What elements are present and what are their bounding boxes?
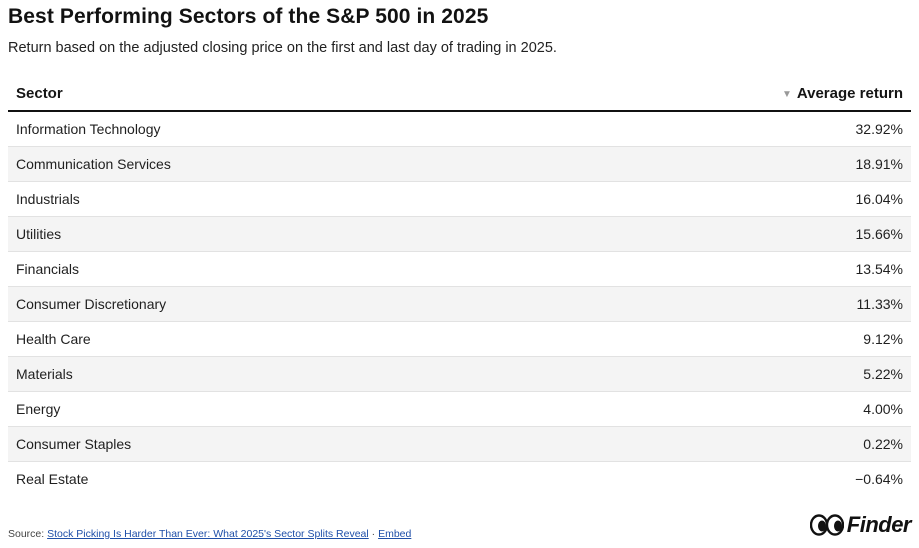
- table-row: Utilities 15.66%: [8, 216, 911, 252]
- sector-cell: Health Care: [8, 321, 460, 357]
- table-row: Information Technology 32.92%: [8, 111, 911, 147]
- average-return-cell: 32.92%: [459, 111, 911, 147]
- finder-logo-text: Finder: [846, 512, 912, 537]
- table-row: Health Care 9.12%: [8, 321, 911, 357]
- sector-cell: Industrials: [8, 181, 460, 217]
- sector-cell: Consumer Discretionary: [8, 286, 460, 322]
- sector-cell: Materials: [8, 356, 460, 392]
- average-return-cell: 9.12%: [459, 321, 911, 357]
- average-return-cell: 13.54%: [459, 251, 911, 287]
- sort-descending-icon: ▼: [781, 88, 792, 100]
- table-row: Consumer Discretionary 11.33%: [8, 286, 911, 322]
- table-row: Communication Services 18.91%: [8, 146, 911, 182]
- source-link[interactable]: Stock Picking Is Harder Than Ever: What …: [47, 528, 369, 540]
- average-return-cell: 18.91%: [459, 146, 911, 182]
- column-header-average-return-label: Average return: [796, 84, 903, 102]
- source-footer: Source: Stock Picking Is Harder Than Eve…: [8, 528, 411, 540]
- table-row: Energy 4.00%: [8, 391, 911, 427]
- table-row: Industrials 16.04%: [8, 181, 911, 217]
- chart-subtitle: Return based on the adjusted closing pri…: [8, 40, 557, 56]
- sector-cell: Information Technology: [8, 111, 460, 147]
- table-header-row: Sector ▼ Average return: [8, 76, 911, 112]
- footer-separator: ·: [368, 528, 379, 540]
- sector-cell: Financials: [8, 251, 460, 287]
- sector-cell: Communication Services: [8, 146, 460, 182]
- source-label: Source:: [8, 528, 48, 540]
- data-table: Sector ▼ Average return Information Techn…: [8, 76, 911, 496]
- table-row: Consumer Staples 0.22%: [8, 426, 911, 462]
- average-return-cell: 4.00%: [459, 391, 911, 427]
- table-row: Real Estate −0.64%: [8, 462, 911, 497]
- table-row: Financials 13.54%: [8, 251, 911, 287]
- average-return-cell: 16.04%: [459, 181, 911, 217]
- average-return-cell: 0.22%: [459, 426, 911, 462]
- average-return-cell: 5.22%: [459, 356, 911, 392]
- finder-logo: Finder: [809, 512, 912, 538]
- table-row: Materials 5.22%: [8, 356, 911, 392]
- column-header-sector[interactable]: Sector: [8, 76, 460, 112]
- table-body: Information Technology 32.92% Communicatio…: [8, 111, 911, 496]
- average-return-cell: 15.66%: [459, 216, 911, 252]
- average-return-cell: 11.33%: [459, 286, 911, 322]
- chart-title: Best Performing Sectors of the S&P 500 i…: [8, 5, 489, 28]
- average-return-cell: −0.64%: [855, 471, 903, 487]
- sector-cell: Energy: [8, 391, 460, 427]
- chart-container: Best Performing Sectors of the S&P 500 i…: [8, 5, 911, 496]
- sector-cell: Utilities: [8, 216, 460, 252]
- embed-link[interactable]: Embed: [378, 528, 412, 540]
- sector-cell: Real Estate: [16, 471, 89, 487]
- column-header-average-return[interactable]: ▼ Average return: [459, 76, 911, 112]
- sector-cell: Consumer Staples: [8, 426, 460, 462]
- finder-eyes-icon: [809, 514, 844, 536]
